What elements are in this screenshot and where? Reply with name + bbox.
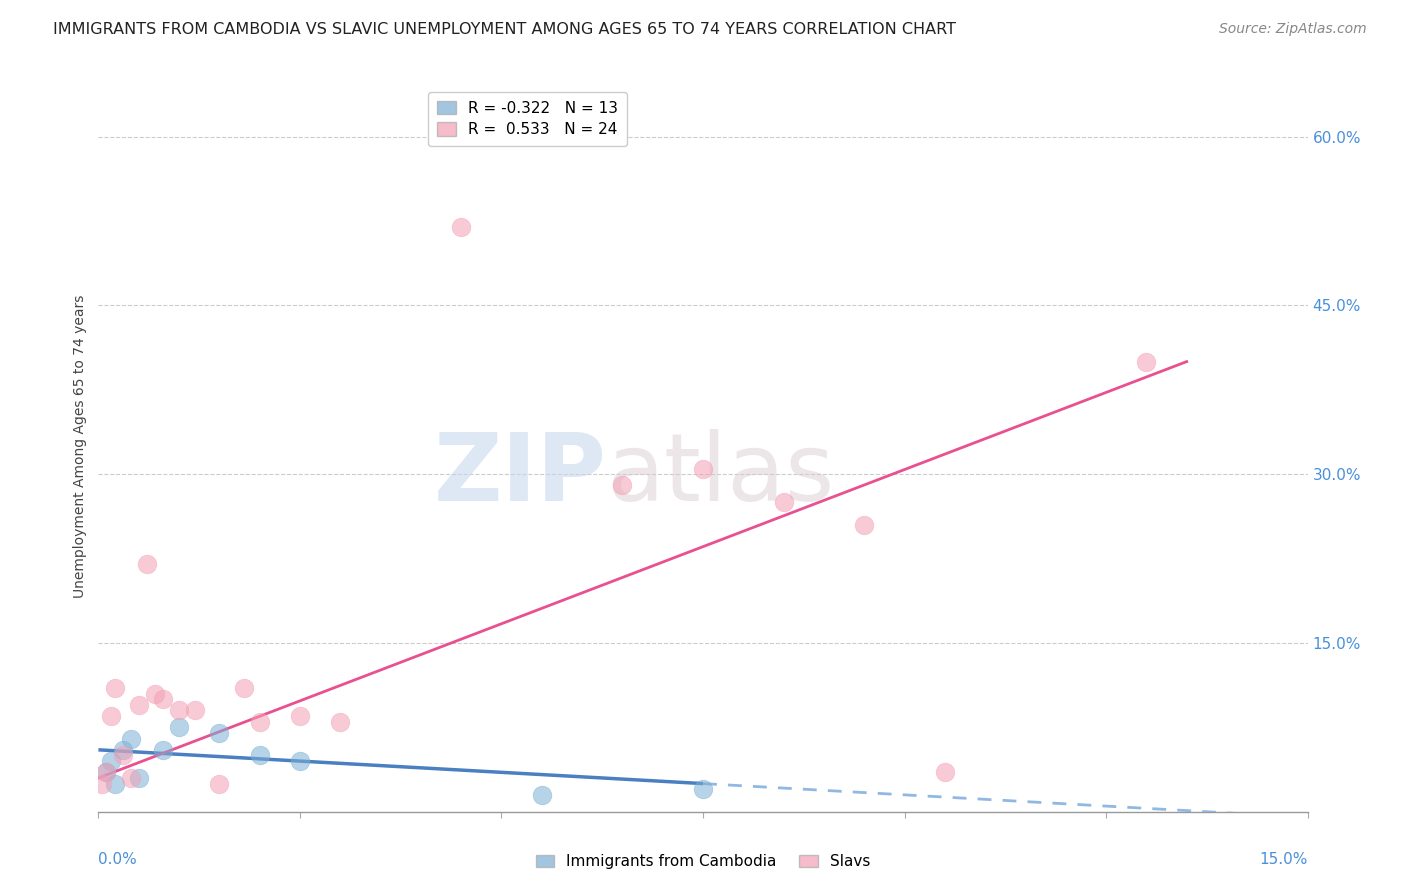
Point bbox=[103, 681, 125, 695]
Point bbox=[692, 782, 714, 797]
Point bbox=[208, 776, 231, 790]
Point bbox=[853, 517, 876, 532]
Point bbox=[100, 754, 122, 768]
Legend: R = -0.322   N = 13, R =  0.533   N = 24: R = -0.322 N = 13, R = 0.533 N = 24 bbox=[429, 92, 627, 146]
Point bbox=[135, 557, 157, 571]
Point bbox=[103, 776, 125, 790]
Point bbox=[111, 748, 134, 763]
Text: Source: ZipAtlas.com: Source: ZipAtlas.com bbox=[1219, 22, 1367, 37]
Text: ZIP: ZIP bbox=[433, 429, 606, 521]
Legend: Immigrants from Cambodia, Slavs: Immigrants from Cambodia, Slavs bbox=[530, 848, 876, 875]
Point bbox=[329, 714, 352, 729]
Point bbox=[934, 765, 956, 780]
Point bbox=[111, 743, 134, 757]
Point bbox=[612, 478, 634, 492]
Point bbox=[96, 765, 118, 780]
Point bbox=[128, 771, 150, 785]
Text: IMMIGRANTS FROM CAMBODIA VS SLAVIC UNEMPLOYMENT AMONG AGES 65 TO 74 YEARS CORREL: IMMIGRANTS FROM CAMBODIA VS SLAVIC UNEMP… bbox=[53, 22, 956, 37]
Point bbox=[167, 703, 190, 717]
Point bbox=[249, 748, 271, 763]
Point bbox=[96, 765, 118, 780]
Text: atlas: atlas bbox=[606, 429, 835, 521]
Point bbox=[100, 709, 122, 723]
Point bbox=[288, 754, 311, 768]
Point bbox=[288, 709, 311, 723]
Point bbox=[152, 692, 174, 706]
Point bbox=[772, 495, 794, 509]
Point bbox=[128, 698, 150, 712]
Point bbox=[530, 788, 553, 802]
Point bbox=[692, 461, 714, 475]
Point bbox=[232, 681, 254, 695]
Point bbox=[249, 714, 271, 729]
Point bbox=[1135, 354, 1157, 368]
Point bbox=[450, 219, 472, 234]
Point bbox=[152, 743, 174, 757]
Text: 15.0%: 15.0% bbox=[1260, 852, 1308, 867]
Point bbox=[167, 720, 190, 734]
Point bbox=[143, 687, 166, 701]
Point bbox=[91, 776, 114, 790]
Point bbox=[184, 703, 207, 717]
Point bbox=[208, 726, 231, 740]
Y-axis label: Unemployment Among Ages 65 to 74 years: Unemployment Among Ages 65 to 74 years bbox=[73, 294, 87, 598]
Point bbox=[120, 771, 142, 785]
Text: 0.0%: 0.0% bbox=[98, 852, 138, 867]
Point bbox=[120, 731, 142, 746]
